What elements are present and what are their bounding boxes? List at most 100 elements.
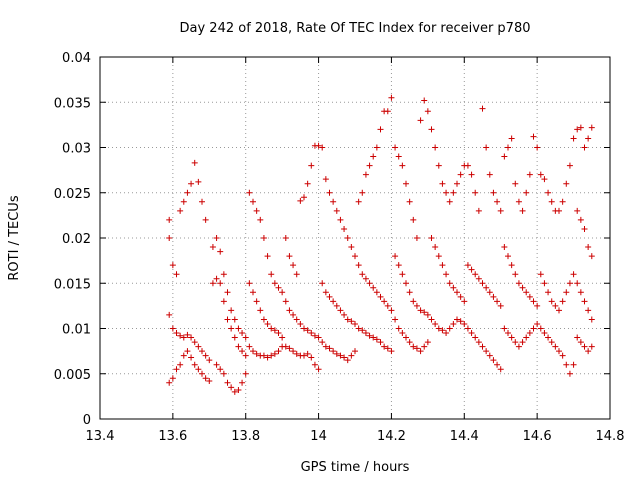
data-point	[199, 370, 205, 377]
data-point	[250, 348, 256, 355]
x-tick-label: 14	[310, 429, 327, 444]
data-point	[563, 180, 570, 187]
data-point	[512, 271, 519, 278]
data-point	[523, 189, 530, 196]
data-point	[486, 289, 493, 296]
x-axis-label: GPS time / hours	[301, 460, 410, 475]
data-point	[497, 302, 504, 309]
data-point	[384, 108, 391, 115]
data-point	[250, 198, 256, 205]
data-point	[352, 253, 358, 260]
data-point	[548, 198, 555, 205]
data-point	[224, 316, 231, 323]
data-point	[271, 280, 278, 287]
data-point	[494, 361, 501, 368]
data-point	[537, 171, 544, 178]
data-point	[217, 280, 224, 287]
data-point	[271, 327, 278, 334]
data-point	[588, 343, 595, 350]
data-point	[322, 343, 329, 350]
x-tick-label: 14.4	[450, 429, 479, 444]
data-point	[581, 144, 588, 151]
data-point	[231, 316, 238, 323]
y-tick-label: 0	[83, 413, 91, 428]
data-point	[235, 387, 242, 394]
data-point	[235, 325, 242, 332]
data-point	[541, 176, 548, 183]
y-axis-label: ROTI / TECUs	[7, 195, 22, 280]
data-point	[439, 327, 446, 334]
data-point	[242, 334, 249, 341]
data-point	[293, 350, 300, 357]
y-tick-label: 0.04	[62, 51, 91, 66]
data-point	[322, 289, 329, 296]
data-point	[271, 350, 278, 357]
data-point	[341, 225, 348, 232]
data-point	[530, 298, 537, 305]
data-point	[209, 280, 216, 287]
data-point	[173, 366, 180, 373]
data-point	[355, 262, 362, 269]
data-point	[359, 271, 366, 278]
data-point	[195, 366, 202, 373]
data-point	[301, 325, 307, 332]
data-point	[475, 207, 482, 214]
data-point	[184, 331, 191, 338]
data-point	[228, 325, 235, 332]
data-point	[461, 298, 468, 305]
data-point	[559, 298, 566, 305]
data-point	[494, 298, 501, 305]
data-point	[432, 144, 439, 151]
data-point	[497, 207, 504, 214]
data-point	[268, 271, 275, 278]
data-point	[253, 207, 260, 214]
x-tick-label: 13.6	[158, 429, 187, 444]
data-point	[253, 350, 260, 357]
data-point	[275, 284, 282, 291]
data-point	[399, 271, 406, 278]
data-point	[566, 280, 573, 287]
data-point	[242, 370, 249, 377]
data-point	[388, 94, 395, 101]
data-point	[279, 334, 286, 341]
data-point	[304, 350, 311, 357]
data-point	[341, 311, 348, 318]
data-point	[468, 330, 475, 337]
data-point	[519, 207, 526, 214]
data-point	[315, 142, 322, 149]
data-point	[406, 289, 413, 296]
x-tick-label: 13.4	[86, 429, 115, 444]
data-point	[282, 298, 289, 305]
data-point	[403, 334, 409, 341]
data-point	[366, 332, 373, 339]
data-point	[268, 352, 275, 359]
data-point	[166, 379, 173, 386]
data-point	[454, 316, 460, 323]
data-point	[450, 189, 457, 196]
data-point	[464, 162, 471, 169]
data-point	[373, 336, 380, 343]
data-point	[585, 244, 592, 251]
data-point	[206, 377, 213, 384]
data-point	[585, 307, 592, 314]
data-point	[333, 207, 340, 214]
y-tick-label: 0.02	[62, 232, 91, 247]
data-point	[395, 325, 402, 332]
x-tick-label: 14.2	[377, 429, 406, 444]
y-tick-label: 0.03	[62, 142, 91, 157]
data-point	[432, 244, 439, 251]
data-point	[304, 180, 311, 187]
data-point	[526, 330, 533, 337]
data-point	[177, 207, 184, 214]
data-point	[512, 180, 519, 187]
data-point	[326, 345, 333, 352]
data-point	[483, 348, 490, 355]
y-tick-label: 0.015	[54, 277, 91, 292]
data-point	[581, 298, 588, 305]
data-point	[264, 253, 271, 260]
data-point	[286, 345, 293, 352]
data-point	[570, 271, 577, 278]
data-point	[526, 171, 533, 178]
data-point	[311, 332, 318, 339]
data-point	[392, 253, 399, 260]
